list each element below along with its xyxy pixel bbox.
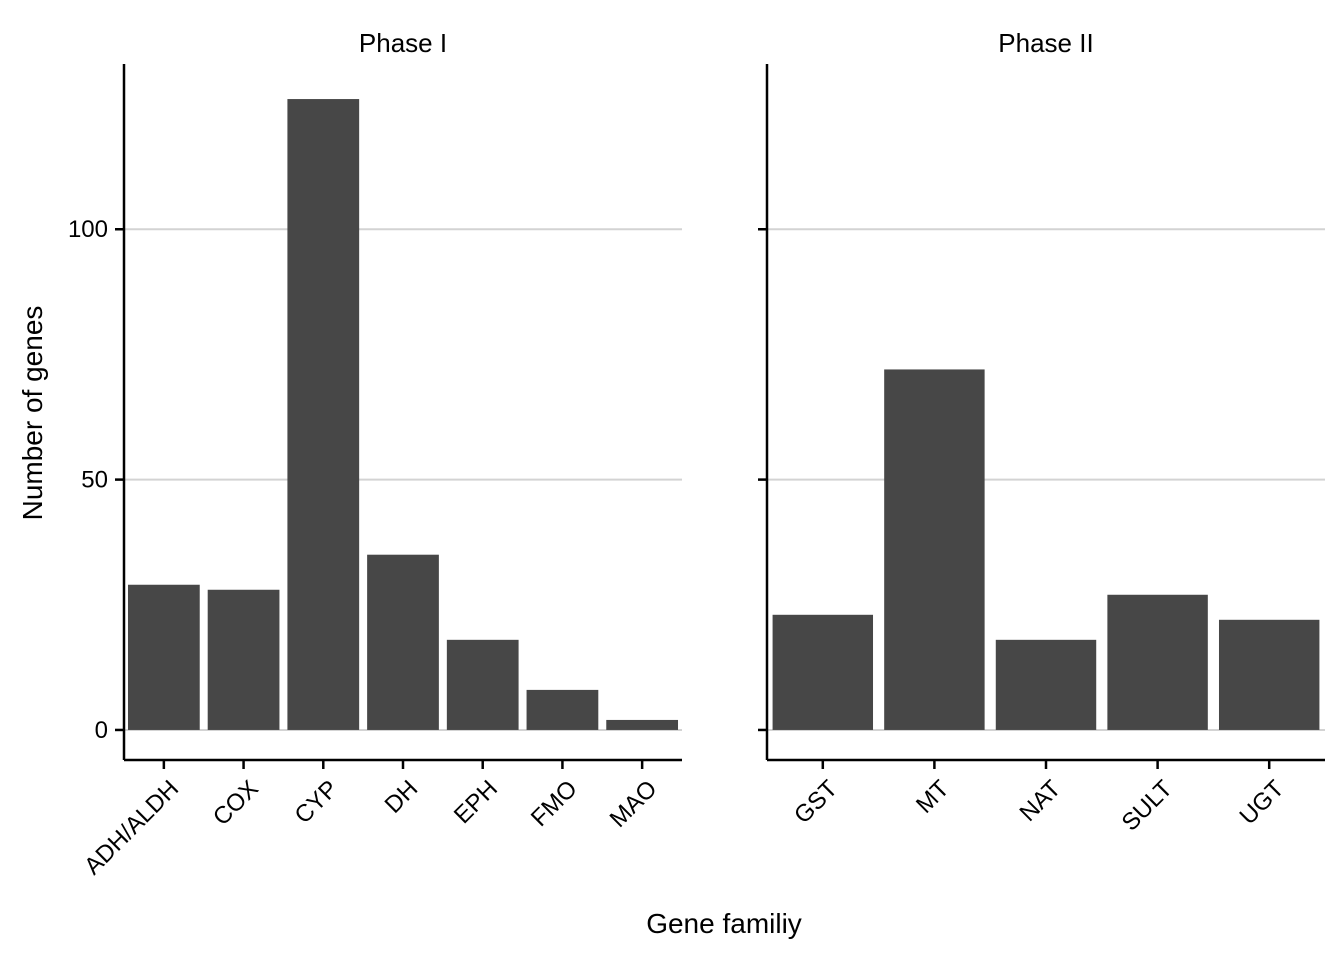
x-tick-label-cox: COX [208, 775, 264, 831]
x-tick-label-adh-aldh: ADH/ALDH [79, 775, 184, 880]
y-axis-title: Number of genes [17, 306, 48, 521]
bar-cox [207, 589, 280, 730]
bar-mao [606, 719, 679, 730]
facet-title-phase-i: Phase I [359, 28, 447, 58]
x-tick-label-dh: DH [380, 775, 424, 819]
x-tick-label-sult: SULT [1117, 775, 1178, 836]
x-tick-label-fmo: FMO [526, 775, 583, 832]
facet-panel-phase-i: Phase I ADH/ALDH COX CYP DH EPH FMO MAO 0 50 100 [68, 28, 682, 880]
y-tick-label-50: 50 [81, 467, 108, 494]
bar-gst [772, 614, 874, 730]
x-tick-label-nat: NAT [1014, 775, 1066, 827]
x-axis-title: Gene familiy [646, 908, 802, 939]
x-tick-label-cyp: CYP [290, 775, 344, 829]
x-tick-label-eph: EPH [449, 775, 503, 829]
bar-eph [446, 639, 519, 730]
x-tick-label-ugt: UGT [1235, 775, 1290, 830]
x-tick-label-mt: MT [911, 775, 955, 819]
bar-cyp [287, 99, 360, 730]
bar-fmo [526, 689, 599, 730]
bar-dh [367, 554, 439, 730]
facet-title-phase-ii: Phase II [998, 28, 1093, 58]
x-tick-label-mao: MAO [605, 775, 663, 833]
bar-sult [1107, 594, 1208, 730]
bar-mt [884, 369, 985, 730]
y-tick-label-100: 100 [68, 216, 108, 243]
x-tick-label-gst: GST [789, 775, 843, 829]
facet-panel-phase-ii: Phase II GST MT NAT SULT UGT [758, 28, 1325, 836]
bar-adh-aldh [127, 584, 200, 730]
bar-ugt [1218, 619, 1320, 730]
y-tick-label-0: 0 [95, 717, 108, 744]
bar-nat [995, 639, 1097, 730]
